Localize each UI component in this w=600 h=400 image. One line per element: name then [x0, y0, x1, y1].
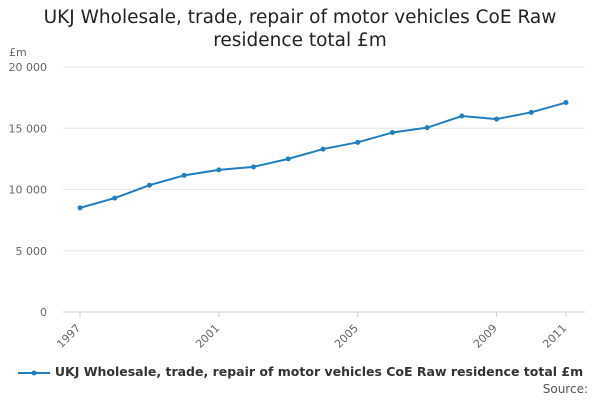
y-tick-label: 0 — [40, 306, 47, 319]
legend-swatch — [17, 370, 50, 375]
data-point — [285, 156, 291, 162]
data-point — [424, 125, 430, 131]
y-tick-label: 5 000 — [16, 245, 48, 258]
x-tick-label: 2005 — [332, 322, 361, 351]
data-point — [320, 146, 326, 152]
y-tick-label: 20 000 — [9, 61, 48, 74]
legend-label: UKJ Wholesale, trade, repair of motor ve… — [54, 364, 584, 379]
series-line — [79, 101, 567, 209]
x-tick-label: 2009 — [471, 322, 500, 351]
legend: UKJ Wholesale, trade, repair of motor ve… — [0, 364, 600, 379]
data-point — [389, 130, 395, 136]
data-point — [459, 113, 465, 119]
y-tick-label: 10 000 — [9, 184, 48, 197]
data-point — [251, 164, 257, 170]
axes: 0 5 000 10 000 15 000 20 000 1997 2001 2005 2009… — [9, 61, 585, 351]
data-point — [112, 195, 118, 201]
chart-title: UKJ Wholesale, trade, repair of motor ve… — [0, 6, 600, 52]
chart-title-line-2: residence total £m — [213, 30, 387, 51]
data-point — [494, 116, 500, 122]
data-point — [216, 167, 222, 173]
x-tick-label: 2011 — [540, 322, 569, 351]
data-point — [146, 182, 152, 188]
data-point — [528, 109, 534, 115]
x-tick-label: 1997 — [54, 322, 83, 351]
data-point — [181, 172, 187, 178]
data-point — [563, 100, 569, 106]
series-layer — [77, 100, 569, 211]
y-tick-label: 15 000 — [9, 122, 48, 135]
gridlines — [63, 66, 585, 252]
data-point — [77, 205, 83, 211]
y-axis-unit-label: £m — [9, 46, 27, 59]
data-point — [355, 139, 361, 145]
chart-title-line-1: UKJ Wholesale, trade, repair of motor ve… — [43, 7, 557, 28]
source-label: Source: — [542, 382, 588, 396]
x-tick-label: 2001 — [193, 322, 222, 351]
